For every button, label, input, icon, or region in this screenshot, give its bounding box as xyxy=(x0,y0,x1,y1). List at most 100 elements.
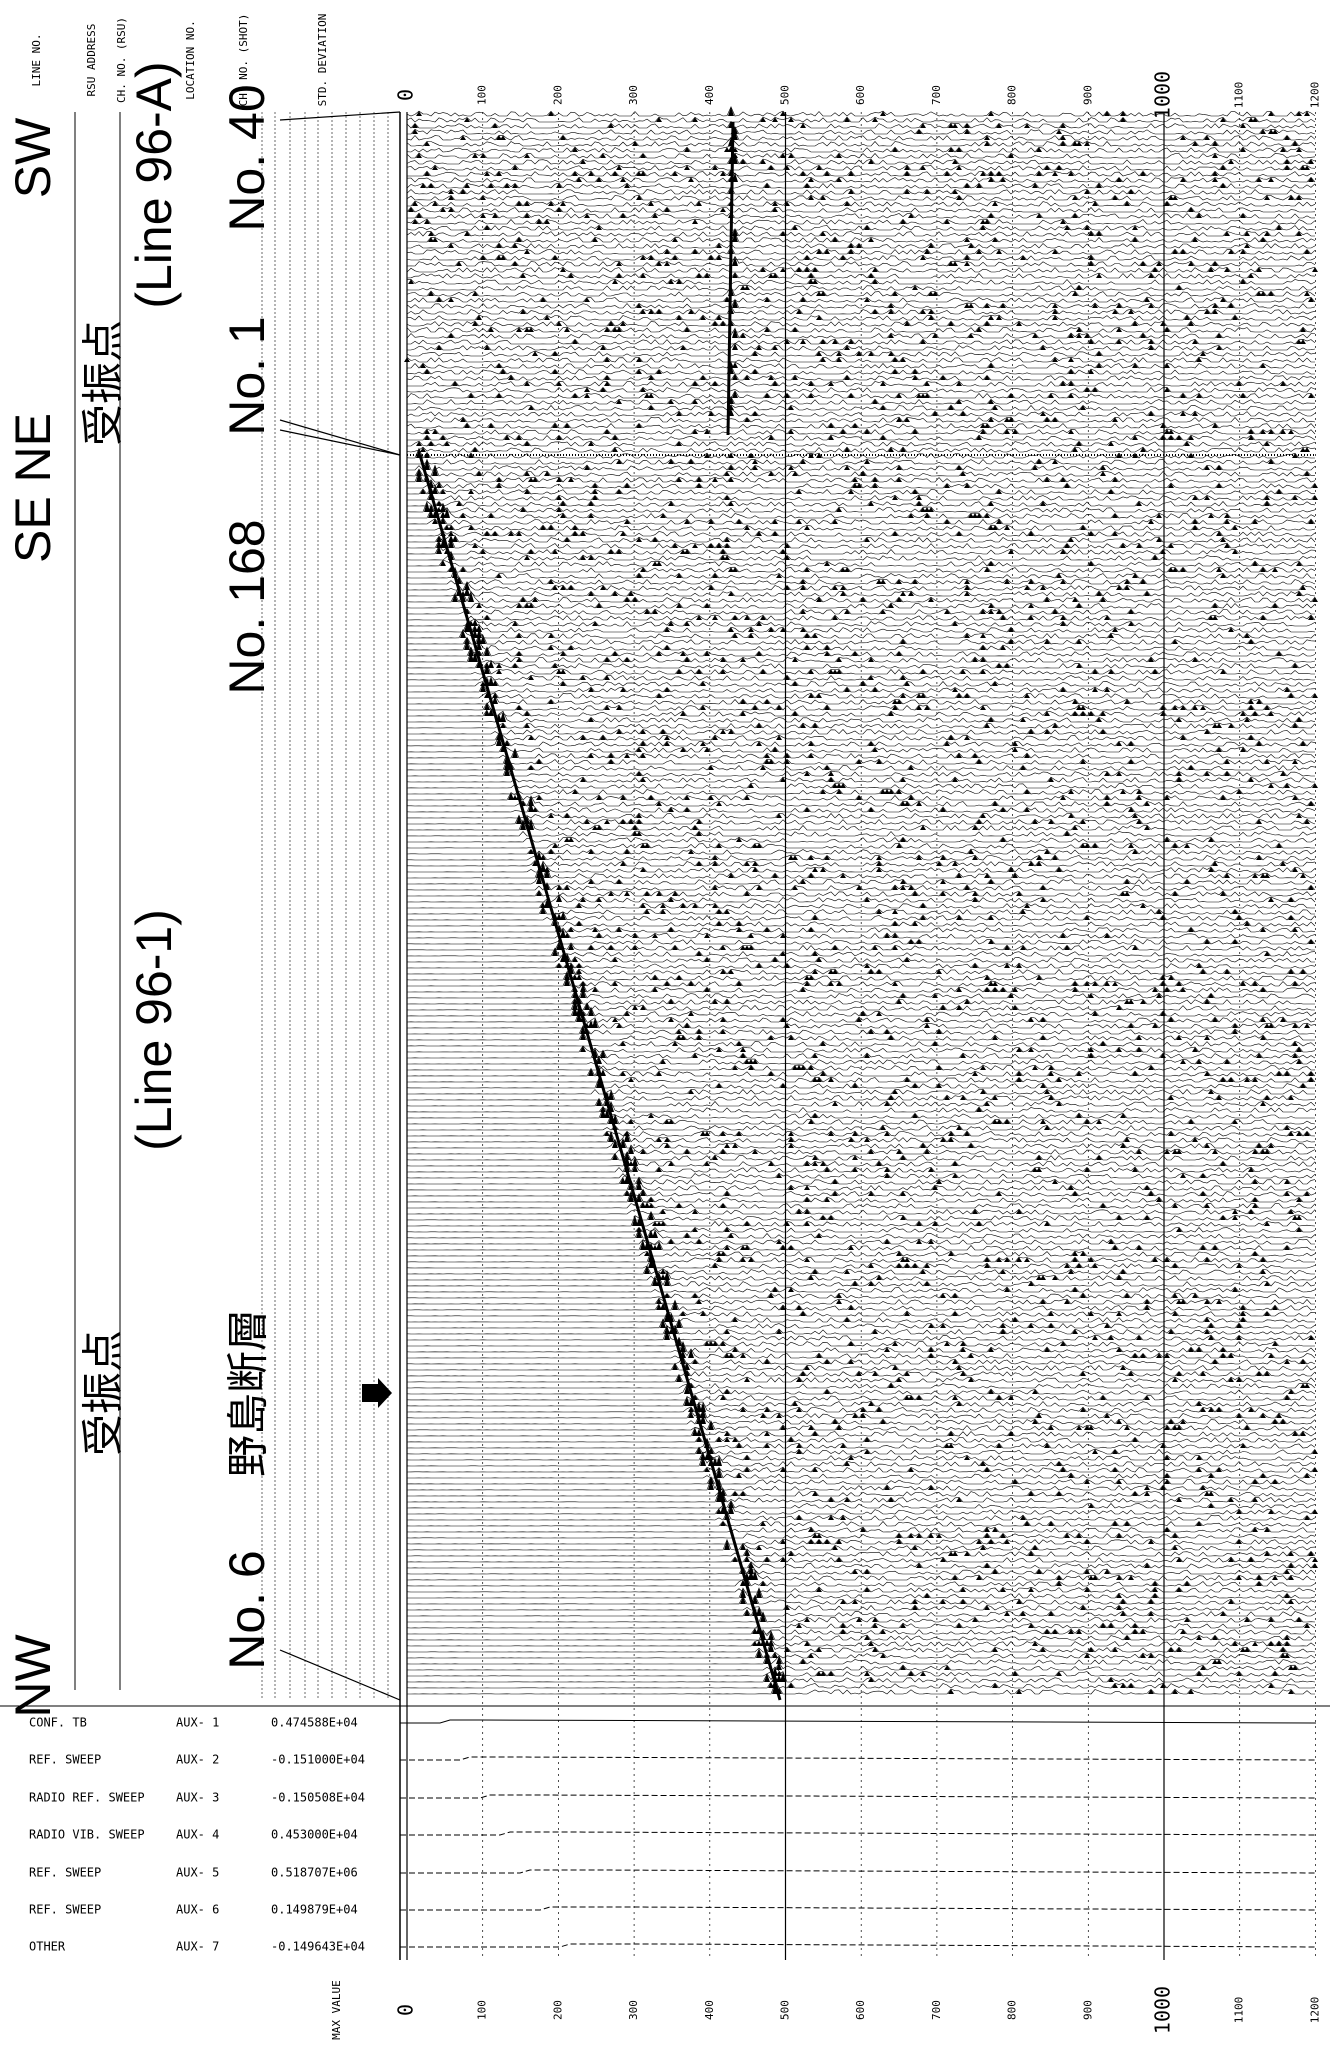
trace xyxy=(407,107,1315,116)
trace-peaks xyxy=(772,1683,1294,1694)
trace-peaks xyxy=(424,435,1254,440)
time-label-bottom: 200 xyxy=(551,2000,564,2020)
trace-peaks xyxy=(720,1521,1202,1526)
trace xyxy=(407,1596,1315,1604)
trace-peaks xyxy=(556,963,1202,968)
trace xyxy=(407,1337,1315,1346)
trace-wiggles xyxy=(0,107,1330,1960)
trace-peaks xyxy=(452,592,1318,603)
trace-peaks xyxy=(732,1065,1154,1070)
header-label: RSU ADDRESS xyxy=(85,24,98,97)
trace-peaks xyxy=(760,1612,1302,1622)
aux-name: RADIO VIB. SWEEP xyxy=(29,1828,145,1842)
trace xyxy=(407,803,1315,812)
trace xyxy=(407,1212,1315,1220)
aux-max-value: -0.149643E+04 xyxy=(271,1940,365,1954)
trace xyxy=(407,1625,1315,1634)
aux-channel: AUX- 7 xyxy=(176,1940,219,1954)
aux-channel: AUX- 5 xyxy=(176,1866,219,1880)
trace-peaks xyxy=(556,925,1298,932)
trace-peaks xyxy=(540,861,1298,872)
trace xyxy=(407,459,1315,464)
max-value-label: MAX VALUE xyxy=(330,1980,343,2040)
location: No. 40 xyxy=(219,84,275,231)
trace xyxy=(407,972,1315,980)
trace xyxy=(407,138,1315,147)
trace xyxy=(407,1163,1315,1172)
time-label-top: 200 xyxy=(551,85,564,105)
trace-peaks xyxy=(628,1145,1270,1154)
aux-trace xyxy=(400,1832,1316,1835)
aux-channel: AUX- 3 xyxy=(176,1791,219,1805)
trace-peaks xyxy=(752,1625,1186,1634)
trace-peaks xyxy=(816,1587,1182,1592)
trace-peaks xyxy=(572,789,1242,794)
time-label-bottom: 1200 xyxy=(1308,1997,1321,2024)
trace-peaks xyxy=(620,1041,1298,1046)
trace-peaks xyxy=(616,397,994,404)
trace-peaks xyxy=(592,1049,1298,1058)
trace xyxy=(407,207,1315,212)
time-label-top: 500 xyxy=(779,85,792,105)
time-label-bottom: 700 xyxy=(930,2000,943,2020)
trace-peaks xyxy=(412,201,1170,206)
trace-peaks xyxy=(512,749,1030,758)
trace-peaks xyxy=(416,107,1310,116)
trace-peaks xyxy=(908,939,1314,944)
trace-peaks xyxy=(560,267,1318,272)
aux-trace xyxy=(400,1870,1316,1873)
trace-peaks xyxy=(484,615,1314,620)
time-label-bottom: 1100 xyxy=(1233,1997,1246,2024)
direction: NW xyxy=(5,1634,61,1718)
trace xyxy=(407,1607,1315,1616)
trace xyxy=(407,117,1315,122)
trace-peaks xyxy=(564,976,1298,986)
trace-peaks xyxy=(628,1192,1302,1202)
aux-name: RADIO REF. SWEEP xyxy=(29,1791,145,1805)
trace-peaks xyxy=(464,609,1134,614)
trace xyxy=(407,837,1315,842)
aux-channel: AUX- 1 xyxy=(176,1716,219,1730)
line-label: (Line 96-1) xyxy=(126,909,182,1151)
trace-peaks xyxy=(528,849,1138,854)
time-label-bottom: 1000 xyxy=(1151,1986,1175,2034)
trace-peaks xyxy=(468,647,1282,656)
trace xyxy=(407,1397,1315,1406)
trace xyxy=(407,954,1315,962)
trace-peaks xyxy=(448,195,1302,200)
time-label-top: 800 xyxy=(1006,85,1019,105)
trace xyxy=(407,165,1315,170)
time-label-top: 0 xyxy=(394,89,418,101)
trace xyxy=(407,1385,1315,1394)
aux-name: REF. SWEEP xyxy=(29,1903,101,1917)
time-label-top: 400 xyxy=(703,85,716,105)
pointer xyxy=(280,420,400,455)
time-label-bottom: 100 xyxy=(476,2000,489,2020)
page: {"header_labels": ["LINE NO.", "RSU ADDR… xyxy=(0,0,1330,2072)
trace-peaks xyxy=(424,501,934,512)
trace xyxy=(407,233,1315,242)
time-label-top: 1100 xyxy=(1233,82,1246,109)
trace-peaks xyxy=(580,1032,1266,1040)
seismic-record: CONF. TBAUX- 10.474588E+04REF. SWEEPAUX-… xyxy=(0,0,1330,2072)
trace-peaks xyxy=(784,1605,1122,1610)
trace-peaks xyxy=(448,328,1222,338)
location: No. 168 xyxy=(219,519,275,694)
trace xyxy=(407,132,1315,141)
trace-peaks xyxy=(476,315,1238,320)
trace-peaks xyxy=(572,1000,1122,1010)
time-label-top: 1000 xyxy=(1151,71,1175,119)
event xyxy=(728,122,733,435)
time-label-bottom: 800 xyxy=(1006,2000,1019,2020)
time-label-top: 700 xyxy=(930,85,943,105)
trace xyxy=(407,1026,1315,1034)
trace xyxy=(407,1077,1315,1082)
trace-peaks xyxy=(552,843,1282,848)
trace-peaks xyxy=(536,867,1306,878)
time-label-bottom: 600 xyxy=(854,2000,867,2020)
pointer xyxy=(280,1650,400,1700)
trace-peaks xyxy=(664,1329,1314,1340)
aux-name: OTHER xyxy=(29,1940,66,1954)
trace-peaks xyxy=(704,1467,1318,1472)
trace xyxy=(407,1326,1315,1335)
